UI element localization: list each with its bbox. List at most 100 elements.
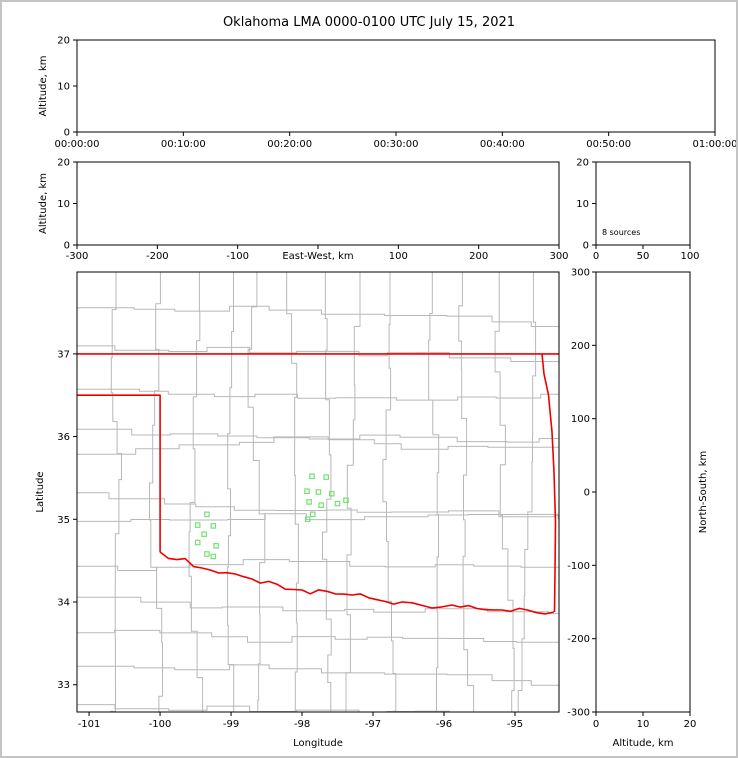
lma-source-marker: [194, 522, 201, 528]
ns-tick-label: 200: [571, 341, 590, 352]
county-line: [382, 272, 397, 712]
alt-tick-label: 20: [57, 36, 70, 47]
lma-source-marker: [194, 539, 201, 546]
hist-tick-label: 100: [680, 251, 699, 262]
panel-ns-height: [595, 271, 691, 713]
lma-source-marker: [210, 523, 217, 529]
ew-tick-label: -200: [146, 251, 169, 262]
county-line: [286, 272, 299, 712]
time-tick-label: 00:10:00: [161, 139, 206, 150]
county-line: [77, 345, 559, 362]
ew-tick-label: -300: [66, 251, 89, 262]
county-line: [494, 272, 515, 712]
time-tick-label: 00:00:00: [55, 139, 100, 150]
county-line: [345, 272, 361, 712]
county-line: [110, 272, 122, 712]
ew-tick-label: 300: [549, 251, 568, 262]
lon-tick-label: -95: [507, 719, 523, 730]
alt-tick-label: 20: [576, 158, 589, 169]
xlabel-longitude: Longitude: [293, 738, 343, 749]
county-line: [77, 428, 559, 443]
lon-tick-label: -97: [365, 719, 381, 730]
alt-tick-label: 10: [57, 82, 70, 93]
county-boundaries: [77, 272, 559, 712]
county-line: [77, 664, 559, 686]
ns-tick-label: 0: [584, 488, 590, 499]
lma-source-marker: [323, 474, 330, 480]
lma-source-marker: [204, 551, 210, 557]
lma-source-marker: [309, 511, 316, 518]
state-border: [77, 353, 559, 615]
county-line: [227, 272, 235, 712]
lat-tick-label: 36: [57, 432, 70, 443]
time-tick-label: 00:20:00: [267, 139, 312, 150]
lat-tick-label: 35: [57, 515, 70, 526]
lma-source-marker: [306, 499, 312, 505]
hist-tick-label: 50: [637, 251, 650, 262]
figure-title: Oklahoma LMA 0000-0100 UTC July 15, 2021: [222, 15, 516, 30]
county-line: [77, 559, 559, 571]
xlabel-east-west: East-West, km: [282, 251, 353, 262]
time-tick-label: 01:00:00: [693, 139, 738, 150]
time-tick-label: 00:50:00: [586, 139, 631, 150]
alt-tick-label: 10: [576, 199, 589, 210]
lma-source-marker: [304, 516, 311, 523]
lma-source-marker: [315, 489, 322, 495]
ns-tick-label: 100: [571, 414, 590, 425]
county-line: [428, 272, 440, 712]
county-line: [77, 388, 559, 401]
lma-source-marker: [329, 490, 335, 497]
sources-count: 8 sources: [602, 228, 640, 237]
county-line: [77, 492, 559, 518]
county-line: [188, 272, 204, 712]
alt-tick-label-bottom: 10: [637, 719, 650, 730]
alt-tick-label: 0: [583, 241, 589, 252]
ns-tick-label: 300: [571, 268, 590, 279]
county-line: [517, 272, 537, 712]
lma-source-marker: [201, 531, 207, 538]
lon-tick-label: -101: [78, 719, 101, 730]
alt-tick-label: 0: [64, 241, 70, 252]
county-line: [458, 272, 475, 712]
lma-source-marker: [204, 511, 210, 518]
county-line: [149, 272, 163, 712]
panel-ew-height: [76, 161, 560, 246]
xlabel-altitude: Altitude, km: [613, 738, 674, 749]
alt-tick-label: 20: [57, 158, 70, 169]
lon-tick-label: -99: [223, 719, 239, 730]
panel-plan-view: [76, 271, 560, 713]
alt-tick-label-bottom: 0: [593, 719, 599, 730]
state-border-east: [541, 353, 557, 613]
panel-time-height: [76, 39, 716, 133]
alt-tick-label: 10: [57, 199, 70, 210]
ylabel-altitude-mid: Altitude, km: [38, 173, 49, 234]
lma-sources: [194, 473, 349, 560]
lma-source-marker: [309, 473, 315, 480]
lma-source-marker: [213, 542, 219, 549]
time-tick-label: 00:30:00: [374, 139, 419, 150]
county-line: [247, 272, 266, 712]
ylabel-north-south: North-South, km: [698, 451, 709, 534]
lma-source-marker: [343, 497, 349, 504]
time-tick-label: 00:40:00: [480, 139, 525, 150]
ns-tick-label: -200: [567, 634, 590, 645]
lat-tick-label: 37: [57, 349, 70, 360]
state-border-west: [77, 394, 161, 552]
county-line: [77, 305, 559, 327]
lat-tick-label: 34: [57, 598, 70, 609]
lma-source-marker: [334, 500, 341, 507]
county-line: [77, 704, 450, 712]
alt-tick-label: 0: [64, 128, 70, 139]
county-line: [77, 436, 559, 455]
county-line: [77, 513, 559, 522]
ns-tick-label: -300: [567, 708, 590, 719]
lon-tick-label: -100: [149, 719, 172, 730]
ew-tick-label: -100: [226, 251, 249, 262]
lma-source-marker: [210, 553, 217, 560]
county-line: [77, 629, 559, 643]
county-line: [322, 272, 332, 712]
alt-tick-label-bottom: 20: [684, 719, 697, 730]
lma-source-marker: [304, 488, 310, 495]
